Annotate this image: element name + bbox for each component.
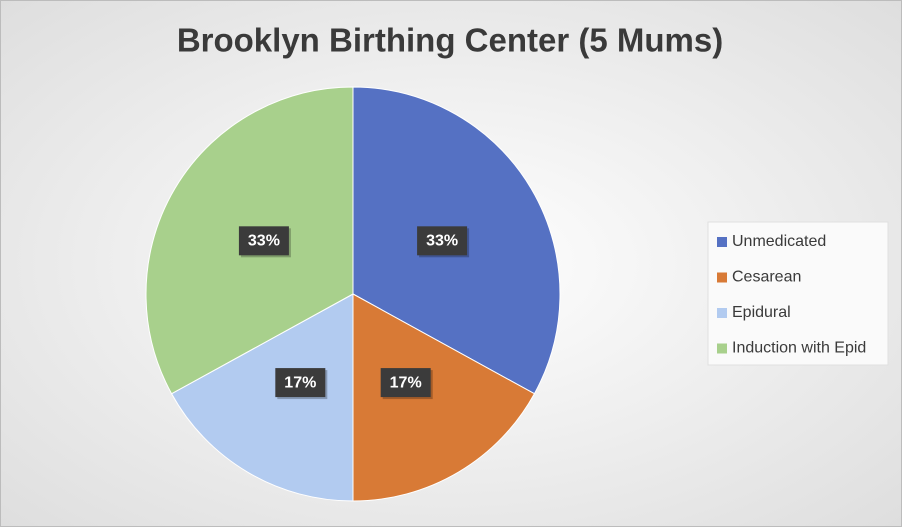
legend-swatch (717, 272, 727, 283)
pie-slice (352, 293, 536, 502)
legend-label: Unmedicated (732, 233, 826, 250)
legend-swatch (717, 308, 727, 318)
data-label-box (380, 368, 431, 398)
legend-box (707, 221, 889, 366)
data-label-box (238, 226, 289, 256)
legend-swatch (717, 343, 727, 354)
legend-label: Cesarean (732, 269, 801, 286)
data-label: 17% (390, 374, 422, 391)
data-label-box (417, 226, 468, 256)
data-label-box (275, 368, 326, 398)
data-label: 33% (248, 233, 280, 250)
data-label: 33% (426, 233, 458, 250)
legend-swatch (717, 237, 727, 247)
legend-label: Induction with Epid (732, 340, 866, 357)
data-label: 17% (284, 374, 316, 391)
pie-slice (170, 293, 354, 502)
chart-title: Brooklyn Birthing Center (5 Mums) (177, 22, 723, 59)
legend-label: Epidural (732, 304, 791, 321)
